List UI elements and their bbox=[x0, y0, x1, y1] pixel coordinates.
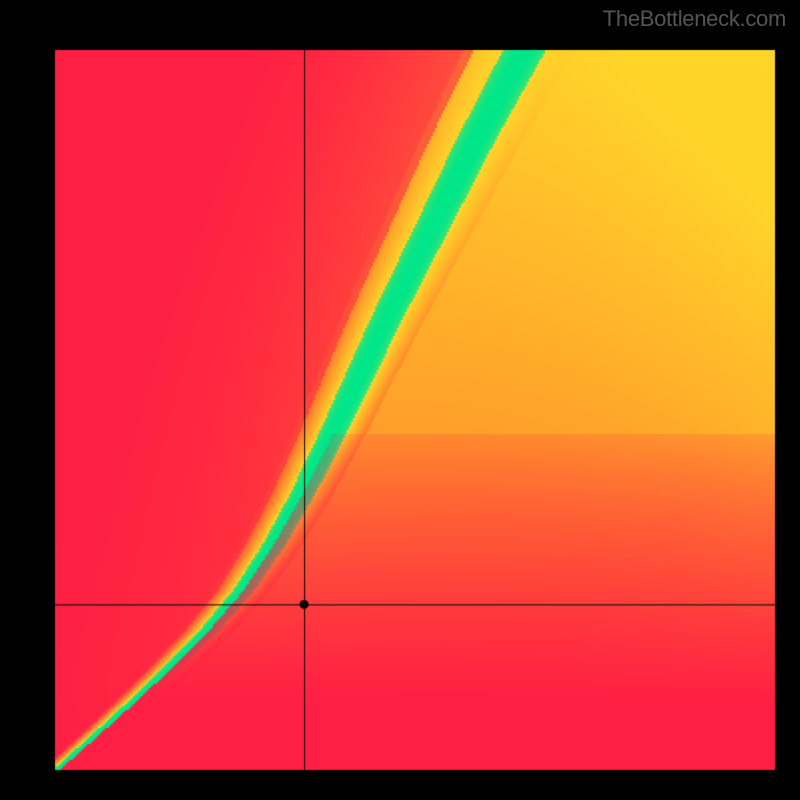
heatmap-plot bbox=[0, 0, 800, 800]
watermark-text: TheBottleneck.com bbox=[603, 6, 786, 32]
chart-container: TheBottleneck.com bbox=[0, 0, 800, 800]
